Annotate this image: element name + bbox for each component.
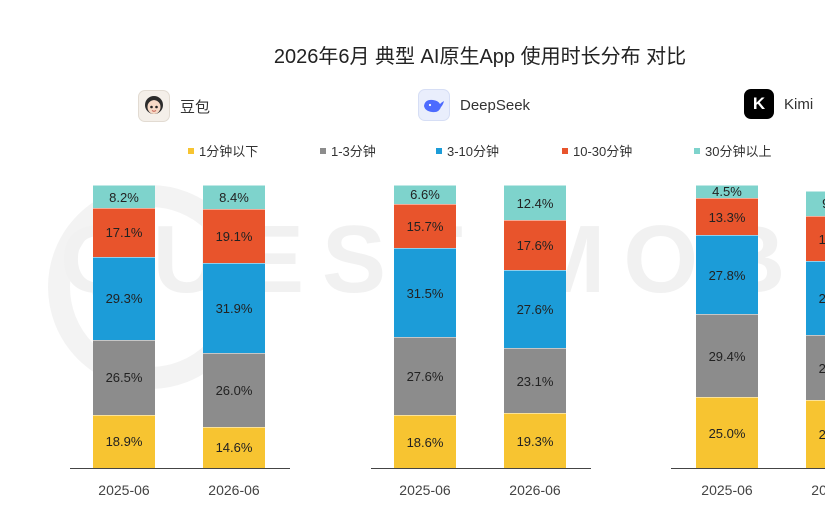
- data-label: 27.8%: [708, 267, 746, 283]
- x-axis-line: [70, 468, 290, 469]
- legend-item-m3-10: 3-10分钟: [436, 141, 499, 160]
- data-label: 8.4%: [219, 189, 249, 205]
- legend-swatch: [320, 147, 326, 154]
- bar-segment-m1_3: 29.4%: [696, 314, 758, 398]
- data-label: 19.1%: [215, 228, 253, 244]
- data-label: 16.0%: [818, 231, 825, 247]
- bar-segment-m1_3: 26.5%: [93, 339, 155, 415]
- data-label: 6.6%: [410, 187, 440, 203]
- bar-segment-lt1: 14.6%: [203, 426, 265, 468]
- kimi-logo-icon: K: [744, 89, 774, 119]
- data-label: 18.6%: [406, 434, 444, 450]
- legend-label: 10-30分钟: [573, 144, 633, 159]
- data-label: 31.5%: [406, 285, 444, 301]
- legend: 1分钟以下 1-3分钟 3-10分钟 10-30分钟 30分钟以上: [0, 141, 825, 161]
- bar-segment-gt30: 4.5%: [696, 184, 758, 200]
- legend-label: 1-3分钟: [331, 144, 376, 159]
- bar-segment-m3_10: 29.3%: [93, 256, 155, 340]
- bar-segment-gt30: 8.2%: [93, 185, 155, 209]
- data-label: 26.0%: [818, 291, 825, 307]
- x-tick-label: 2026-06: [509, 482, 561, 498]
- bar-segment-lt1: 19.3%: [504, 413, 566, 468]
- bar-segment-gt30: 8.4%: [203, 185, 265, 209]
- app-name: DeepSeek: [460, 96, 531, 114]
- app-label-deepseek: DeepSeek: [418, 89, 530, 121]
- x-tick-label: 2025-06: [701, 482, 753, 498]
- bar-segment-m1_3: 26.0%: [203, 353, 265, 427]
- app-label-doubao: 豆包: [138, 90, 210, 122]
- data-label: 17.6%: [516, 237, 554, 253]
- bar-segment-m10_30: 17.6%: [504, 220, 566, 270]
- data-label: 24.0%: [818, 427, 825, 443]
- legend-label: 3-10分钟: [447, 144, 500, 159]
- legend-label: 30分钟以上: [705, 144, 772, 159]
- x-axis-line: [671, 468, 825, 469]
- bar-segment-m3_10: 31.5%: [394, 248, 456, 338]
- bar-segment-lt1: 18.6%: [394, 415, 456, 468]
- x-tick-label: 2026-06: [208, 482, 260, 498]
- legend-item-gt30: 30分钟以上: [694, 141, 771, 160]
- bar-segment-m10_30: 19.1%: [203, 208, 265, 263]
- bar-segment-lt1: 24.0%: [806, 400, 825, 468]
- data-label: 26.0%: [215, 382, 253, 398]
- legend-label: 1分钟以下: [199, 144, 259, 159]
- bar-segment-m10_30: 17.1%: [93, 208, 155, 257]
- bar-segment-m3_10: 26.0%: [806, 261, 825, 335]
- data-label: 18.9%: [105, 434, 143, 450]
- data-label: 9.0%: [806, 196, 825, 211]
- app-name: 豆包: [180, 98, 211, 116]
- bar-segment-m10_30: 13.3%: [696, 197, 758, 236]
- data-label: 27.6%: [516, 301, 554, 317]
- bar-segment-m1_3: 23.1%: [504, 348, 566, 414]
- doubao-avatar-icon: [138, 90, 170, 122]
- data-label: 29.3%: [105, 291, 143, 307]
- data-label: 29.4%: [708, 348, 746, 364]
- data-label: 26.5%: [105, 370, 143, 385]
- x-axis-line: [371, 468, 591, 469]
- data-label: 4.5%: [712, 184, 742, 200]
- bar-segment-m1_3: 23.0%: [806, 334, 825, 401]
- data-label: 31.9%: [215, 300, 253, 316]
- data-label: 12.4%: [516, 195, 554, 211]
- bar-segment-gt30: 12.4%: [504, 185, 566, 221]
- app-label-kimi: K Kimi: [744, 89, 813, 119]
- x-tick-label: 2025-06: [98, 482, 150, 498]
- x-tick-label: 2026-06: [811, 482, 825, 498]
- chart-title: 2026年6月 典型 AI原生App 使用时长分布 对比: [273, 46, 687, 68]
- bar-segment-lt1: 25.0%: [696, 397, 758, 468]
- legend-item-m10-30: 10-30分钟: [562, 141, 632, 160]
- legend-swatch: [188, 147, 194, 154]
- app-name: Kimi: [784, 95, 814, 113]
- legend-item-m1-3: 1-3分钟: [320, 141, 376, 160]
- data-label: 14.6%: [215, 440, 253, 456]
- data-label: 17.1%: [105, 225, 143, 241]
- data-label: 13.3%: [708, 209, 746, 225]
- data-label: 27.6%: [406, 369, 444, 385]
- data-label: 25.0%: [708, 425, 746, 441]
- bar-segment-lt1: 18.9%: [93, 414, 155, 468]
- data-label: 15.7%: [406, 218, 444, 234]
- x-tick-label: 2025-06: [399, 482, 451, 498]
- legend-swatch: [562, 147, 568, 154]
- bar-segment-m10_30: 16.0%: [806, 216, 825, 262]
- bar-segment-m3_10: 31.9%: [203, 262, 265, 354]
- legend-swatch: [436, 147, 442, 154]
- bar-segment-m3_10: 27.6%: [504, 269, 566, 348]
- data-label: 23.1%: [516, 373, 554, 389]
- legend-item-lt1: 1分钟以下: [188, 141, 258, 160]
- data-label: 23.0%: [818, 360, 825, 376]
- data-label: 19.3%: [516, 433, 554, 449]
- bar-segment-gt30: 6.6%: [394, 185, 456, 204]
- bar-segment-gt30: 9.0%: [806, 190, 825, 217]
- bar-segment-m10_30: 15.7%: [394, 203, 456, 249]
- legend-swatch: [694, 147, 700, 154]
- data-label: 8.2%: [109, 189, 139, 205]
- deepseek-whale-icon: [418, 89, 450, 121]
- bar-segment-m3_10: 27.8%: [696, 235, 758, 315]
- bar-segment-m1_3: 27.6%: [394, 337, 456, 416]
